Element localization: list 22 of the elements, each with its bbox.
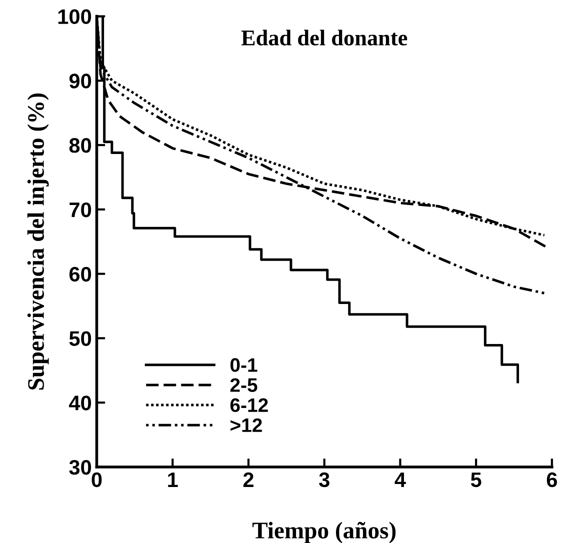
- legend-label: 0-1: [230, 358, 258, 372]
- chart-title: Edad del donante: [241, 30, 408, 46]
- x-tick-label: 1: [168, 472, 178, 487]
- x-tick-label: 5: [470, 472, 482, 488]
- y-tick-label: 60: [69, 266, 92, 282]
- y-tick-label: 40: [69, 396, 92, 410]
- x-tick-label: 4: [394, 472, 406, 487]
- legend-label: 6-12: [230, 398, 268, 412]
- y-tick-label: 80: [69, 138, 92, 153]
- x-tick-label: 3: [319, 472, 330, 488]
- y-tick-label: 70: [70, 202, 92, 218]
- y-axis-title: Supervivencia del injerto (%): [27, 93, 49, 390]
- legend-label: 2-5: [230, 378, 258, 392]
- legend-label: >12: [230, 418, 262, 432]
- y-tick-label: 90: [69, 74, 92, 88]
- y-tick-label: 30: [69, 460, 92, 475]
- y-tick-label: 50: [69, 331, 92, 346]
- x-axis-title: Tiempo (años): [252, 522, 396, 543]
- x-tick-label: 2: [243, 472, 254, 487]
- y-tick-label: 100: [58, 9, 92, 24]
- x-tick-label: 0: [92, 472, 102, 488]
- x-tick-label: 6: [546, 472, 557, 488]
